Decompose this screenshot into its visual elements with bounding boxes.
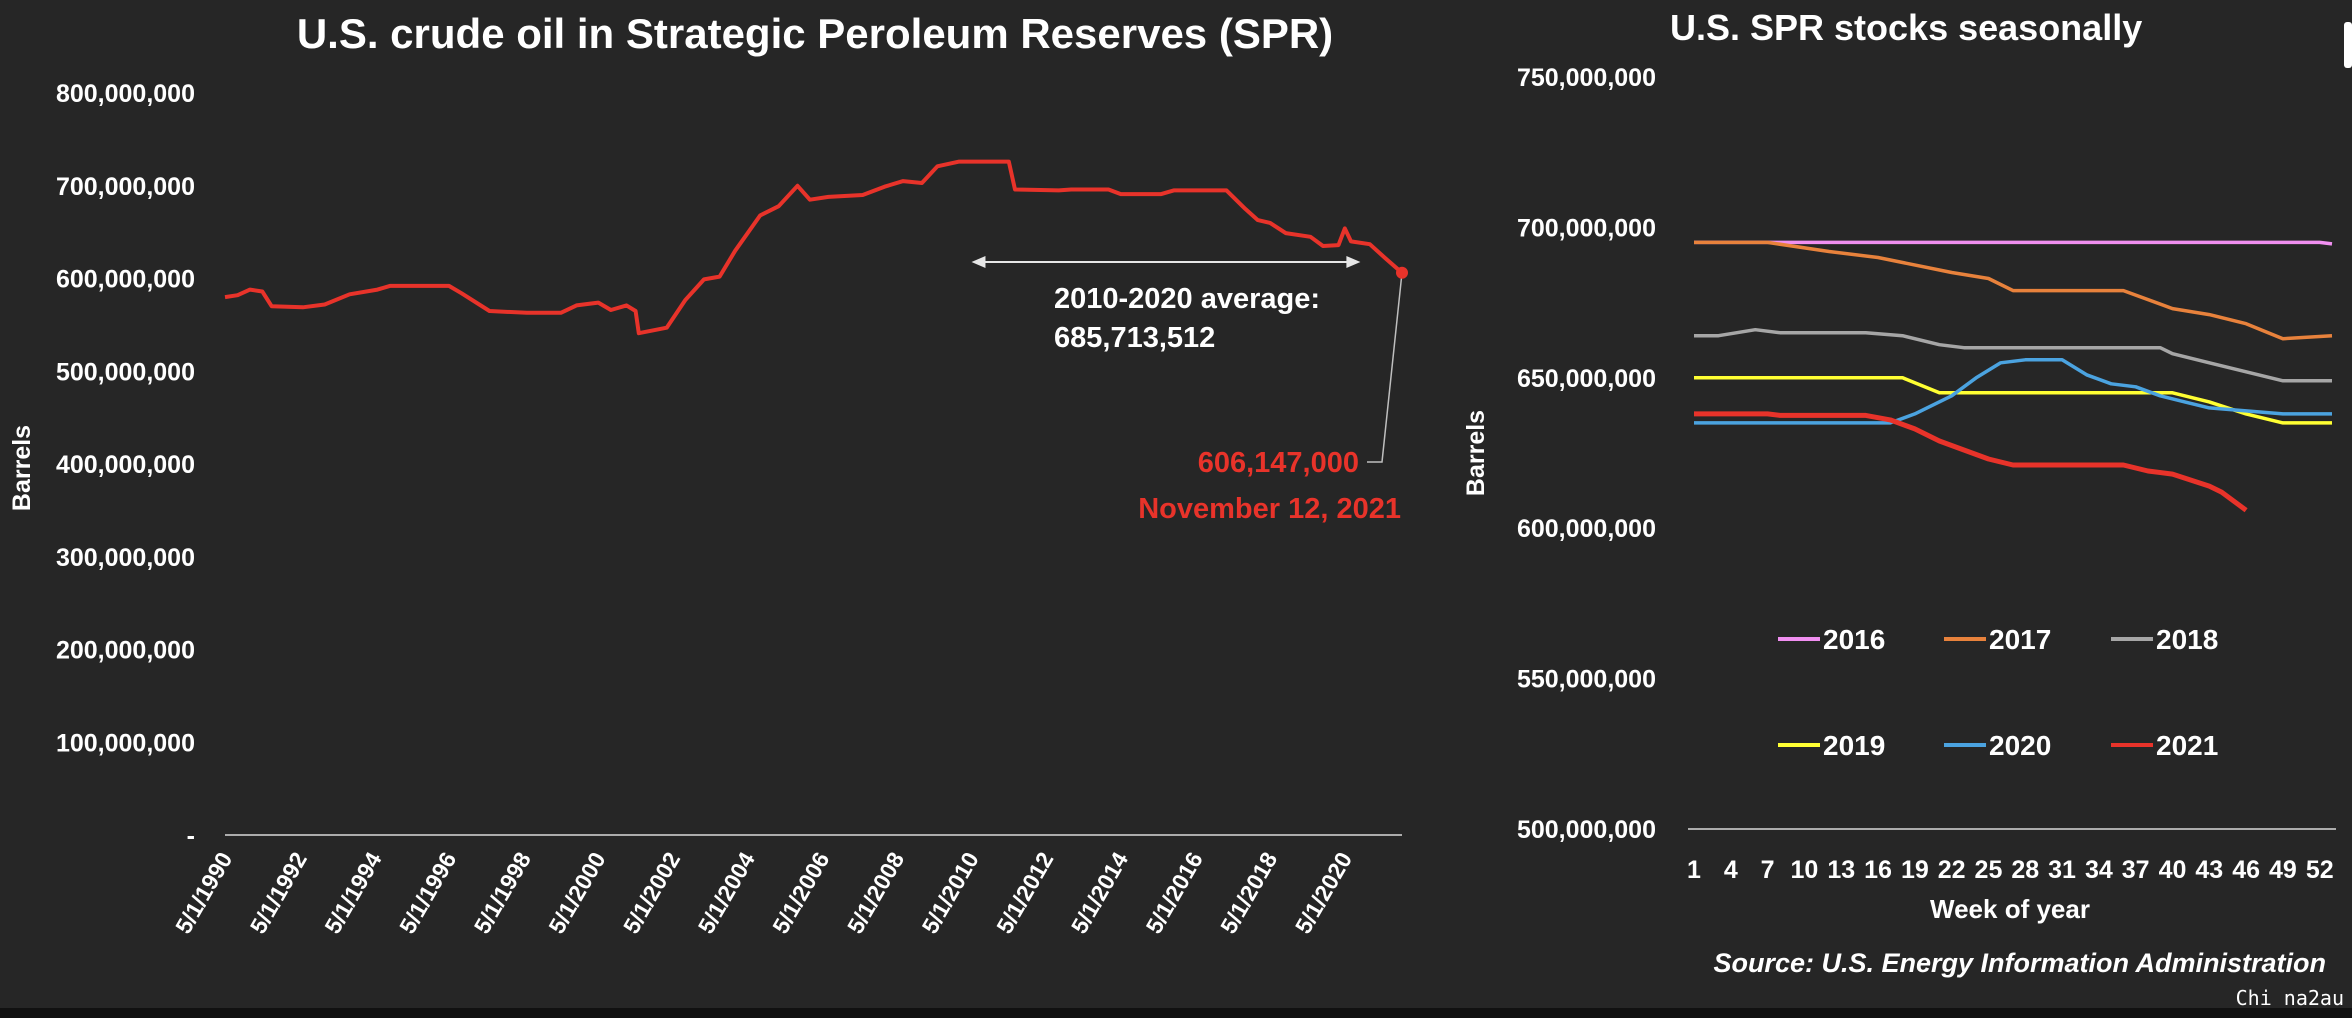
latest-date-label: November 12, 2021: [1138, 493, 1401, 525]
legend-label-2019: 2019: [1823, 730, 1885, 761]
right-x-tick-label: 37: [2122, 856, 2150, 884]
left-y-tick-label: 400,000,000: [56, 451, 195, 479]
legend-label-2018: 2018: [2156, 624, 2218, 655]
legend-label-2016: 2016: [1823, 624, 1885, 655]
right-x-tick-label: 31: [2048, 856, 2076, 884]
bottom-bar: [0, 1008, 2352, 1018]
right-x-tick-label: 52: [2306, 856, 2334, 884]
right-y-tick-label: 750,000,000: [1517, 64, 1656, 92]
latest-value-label: 606,147,000: [1198, 447, 1359, 479]
left-y-tick-label: 800,000,000: [56, 80, 195, 108]
right-chart-y-axis-label: Barrels: [1462, 410, 1490, 496]
right-x-tick-label: 16: [1864, 856, 1892, 884]
left-y-tick-label: 600,000,000: [56, 266, 195, 294]
right-y-tick-label: 500,000,000: [1517, 816, 1656, 844]
left-chart-series: [224, 159, 1404, 336]
right-chart-x-axis-label: Week of year: [1930, 894, 2090, 924]
spr-seasonal-chart: U.S. SPR stocks seasonally Barrels 500,0…: [1462, 7, 2336, 924]
right-x-tick-label: 34: [2085, 856, 2113, 884]
series-line-2018: [1694, 327, 2332, 383]
latest-value-leader-line: [1367, 272, 1403, 463]
legend-label-2021: 2021: [2156, 730, 2218, 761]
right-chart-series: [1694, 240, 2333, 513]
left-chart-annotations: 2010-2020 average: 685,713,512 606,147,0…: [971, 256, 1408, 525]
average-arrow-head-right: [1346, 256, 1361, 268]
series-line-2020: [1694, 358, 2332, 425]
left-y-tick-label: 100,000,000: [56, 729, 195, 757]
latest-value-marker: [1396, 266, 1408, 279]
right-chart-legend: 2016 2017 2018 2019 2020 2021: [1778, 624, 2218, 761]
right-x-tick-label: 40: [2159, 856, 2187, 884]
right-x-tick-label: 49: [2269, 856, 2297, 884]
left-y-tick-label: 500,000,000: [56, 358, 195, 386]
series-line-2021: [1694, 411, 2248, 513]
average-annotation-line1: 2010-2020 average:: [1054, 283, 1320, 315]
left-chart-y-ticks: - 100,000,000 200,000,000 300,000,000 400,00…: [56, 80, 195, 850]
right-y-tick-label: 650,000,000: [1517, 365, 1656, 393]
source-note: Source: U.S. Energy Information Administ…: [1713, 948, 2326, 978]
spr-inventory-line: [224, 159, 1404, 336]
left-y-tick-label: 700,000,000: [56, 173, 195, 201]
right-chart-y-ticks: 500,000,000 550,000,000 600,000,000 650,000…: [1517, 64, 1656, 844]
average-annotation-line2: 685,713,512: [1054, 322, 1215, 354]
right-y-tick-label: 600,000,000: [1517, 515, 1656, 543]
right-x-tick-label: 19: [1901, 856, 1929, 884]
right-x-tick-label: 25: [1975, 856, 2003, 884]
right-y-tick-label: 550,000,000: [1517, 666, 1656, 694]
right-x-tick-label: 1: [1687, 856, 1701, 884]
left-y-tick-label: 200,000,000: [56, 637, 195, 665]
right-chart-x-ticks: 1 4 7 10 13 16 19 22 25 28 31 34 37 40 43 46 49 52: [1687, 856, 2334, 884]
legend-label-2020: 2020: [1989, 730, 2051, 761]
series-line-2017: [1694, 240, 2333, 341]
average-arrow-head-left: [971, 256, 986, 268]
edge-marker: [2344, 22, 2352, 68]
right-x-tick-label: 28: [2011, 856, 2039, 884]
right-x-tick-label: 43: [2195, 856, 2223, 884]
left-y-tick-label: -: [187, 822, 195, 850]
right-x-tick-label: 4: [1724, 856, 1738, 884]
right-x-tick-label: 13: [1827, 856, 1855, 884]
left-chart-title: U.S. crude oil in Strategic Peroleum Res…: [297, 10, 1333, 57]
right-x-tick-label: 46: [2232, 856, 2260, 884]
left-chart-y-axis-label: Barrels: [8, 425, 36, 511]
right-x-tick-label: 10: [1791, 856, 1819, 884]
legend-label-2017: 2017: [1989, 624, 2051, 655]
right-x-tick-label: 7: [1761, 856, 1775, 884]
right-y-tick-label: 700,000,000: [1517, 214, 1656, 242]
left-y-tick-label: 300,000,000: [56, 544, 195, 572]
watermark: Chi na2au: [2235, 986, 2344, 1010]
series-line-2016: [1694, 240, 2333, 246]
series-line-2019: [1694, 376, 2332, 425]
right-x-tick-label: 22: [1938, 856, 1966, 884]
right-chart-title: U.S. SPR stocks seasonally: [1670, 7, 2142, 48]
